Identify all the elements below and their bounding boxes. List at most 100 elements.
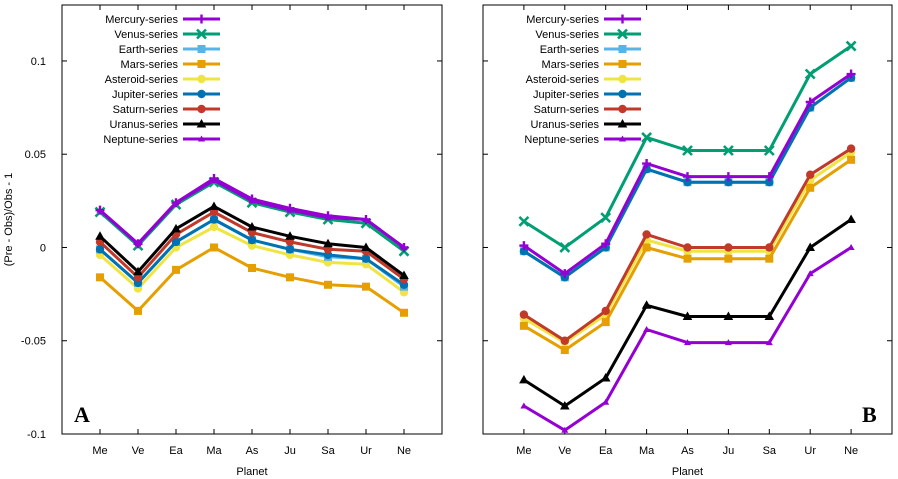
legend-swatch-marker bbox=[618, 74, 627, 84]
plot-frame bbox=[61, 4, 443, 435]
legend-label: Earth-series bbox=[540, 44, 600, 56]
series-uranus-series bbox=[519, 214, 856, 410]
legend-item: Neptune-series bbox=[524, 134, 641, 146]
legend-swatch-marker bbox=[197, 45, 206, 53]
data-point bbox=[209, 222, 219, 232]
data-point bbox=[519, 321, 528, 330]
legend-item: Earth-series bbox=[540, 44, 641, 56]
legend-swatch-marker bbox=[197, 74, 206, 84]
data-point bbox=[846, 214, 856, 223]
x-tick-label: Ne bbox=[397, 445, 411, 457]
legend-swatch-marker bbox=[197, 89, 206, 99]
data-point bbox=[210, 243, 218, 252]
data-point bbox=[723, 311, 734, 320]
data-point bbox=[171, 237, 181, 247]
data-point bbox=[247, 235, 257, 245]
chart-panel-a: -0.1 -0.05 0 0.05 0.1 Me Ve Ea Ma As Ju Sa Ur Ne Plane… bbox=[3, 4, 443, 478]
legend-swatch-marker bbox=[198, 135, 205, 142]
data-point bbox=[764, 311, 775, 320]
legend-label: Saturn-series bbox=[113, 104, 179, 116]
x-tick-label: Ju bbox=[723, 445, 735, 457]
x-tick-label: As bbox=[246, 445, 259, 457]
panel-label: A bbox=[74, 402, 90, 427]
data-point bbox=[642, 230, 651, 239]
data-point bbox=[765, 254, 774, 263]
data-point bbox=[95, 205, 105, 215]
data-point bbox=[602, 398, 610, 405]
data-point bbox=[765, 177, 774, 187]
data-point bbox=[247, 194, 257, 204]
x-tick-label: Ma bbox=[206, 445, 222, 457]
data-point bbox=[286, 273, 294, 282]
data-point bbox=[96, 273, 104, 282]
data-point bbox=[519, 247, 529, 256]
legend-item: Asteroid-series bbox=[526, 74, 641, 86]
legend-swatch-marker bbox=[617, 28, 628, 40]
data-point bbox=[845, 40, 857, 52]
data-point bbox=[642, 159, 652, 169]
y-axis-label: (Pre - Obs)/Obs - 1 bbox=[3, 173, 15, 267]
x-tick-label: Ur bbox=[804, 445, 816, 457]
legend-item: Earth-series bbox=[119, 44, 220, 56]
data-point bbox=[806, 170, 815, 179]
series-mercury-series bbox=[95, 173, 409, 252]
data-point bbox=[723, 172, 733, 182]
data-point bbox=[560, 346, 569, 355]
x-tick-label: As bbox=[681, 445, 694, 457]
data-point bbox=[763, 145, 775, 156]
data-point bbox=[722, 145, 734, 156]
data-point bbox=[559, 242, 571, 253]
legend-item: Venus-series bbox=[535, 28, 641, 41]
data-point bbox=[133, 266, 143, 276]
data-point bbox=[171, 198, 181, 208]
data-point bbox=[519, 310, 529, 319]
data-point bbox=[724, 243, 733, 252]
data-point bbox=[846, 144, 856, 153]
legend: Mercury-series Venus-series Earth-series Ma… bbox=[103, 14, 220, 146]
legend-swatch-marker bbox=[618, 45, 627, 53]
legend-item: Asteroid-series bbox=[105, 74, 220, 86]
legend-label: Mars-series bbox=[542, 59, 600, 71]
data-point bbox=[362, 282, 370, 291]
data-point bbox=[209, 215, 219, 224]
legend-label: Neptune-series bbox=[524, 134, 599, 146]
data-point bbox=[600, 212, 612, 224]
legend-swatch-marker bbox=[618, 89, 627, 99]
data-point bbox=[765, 339, 773, 346]
x-tick-label: Ur bbox=[360, 445, 372, 457]
y-tick-label: -0.1 bbox=[27, 429, 46, 441]
data-point bbox=[323, 238, 333, 248]
data-point bbox=[171, 223, 181, 233]
data-point bbox=[682, 145, 693, 156]
x-tick-label: Ve bbox=[132, 445, 145, 457]
legend-item: Mars-series bbox=[542, 59, 641, 71]
series-uranus-series bbox=[95, 201, 409, 279]
data-point bbox=[641, 300, 652, 309]
data-point bbox=[361, 242, 371, 251]
data-point bbox=[561, 426, 569, 433]
y-tick-label: -0.05 bbox=[21, 336, 46, 348]
x-tick-label: Ju bbox=[284, 445, 296, 457]
legend-label: Jupiter-series bbox=[112, 89, 179, 101]
data-point bbox=[172, 265, 180, 274]
data-point bbox=[641, 132, 653, 143]
data-point bbox=[683, 254, 692, 263]
x-tick-label: Ne bbox=[844, 445, 858, 457]
legend-swatch-marker bbox=[197, 14, 206, 24]
data-point bbox=[400, 308, 408, 317]
series-neptune-series bbox=[520, 243, 855, 433]
data-point bbox=[806, 183, 815, 192]
x-tick-label: Ea bbox=[599, 445, 613, 457]
data-point bbox=[285, 245, 295, 254]
data-point bbox=[133, 239, 143, 249]
legend-item: Saturn-series bbox=[534, 104, 641, 116]
legend-label: Mercury-series bbox=[526, 14, 599, 26]
x-tick-label: Ve bbox=[558, 445, 571, 457]
data-point bbox=[846, 69, 856, 79]
x-axis-label: Planet bbox=[672, 466, 703, 478]
data-point bbox=[683, 177, 692, 187]
legend-label: Saturn-series bbox=[534, 104, 600, 116]
legend-label: Uranus-series bbox=[110, 119, 179, 131]
x-tick-label: Me bbox=[92, 445, 107, 457]
